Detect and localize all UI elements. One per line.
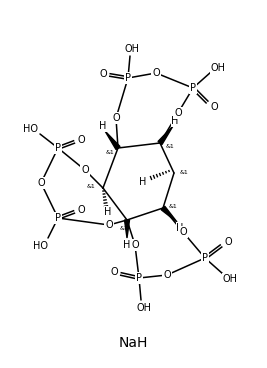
Text: O: O	[152, 68, 160, 78]
Text: OH: OH	[210, 63, 226, 73]
Text: P: P	[136, 273, 142, 283]
Text: O: O	[224, 237, 232, 247]
Text: O: O	[77, 205, 85, 215]
Text: O: O	[179, 227, 187, 237]
Text: H: H	[171, 116, 179, 126]
Text: HO: HO	[23, 124, 38, 134]
Text: P: P	[125, 73, 131, 83]
Text: O: O	[174, 108, 182, 118]
Text: &1: &1	[180, 170, 189, 176]
Polygon shape	[105, 131, 120, 149]
Text: H: H	[139, 177, 147, 187]
Text: OH: OH	[136, 303, 151, 313]
Text: NaH: NaH	[118, 336, 148, 350]
Text: P: P	[190, 83, 196, 93]
Text: O: O	[163, 270, 171, 280]
Text: P: P	[55, 143, 61, 153]
Text: O: O	[110, 267, 118, 277]
Text: &1: &1	[106, 149, 114, 155]
Text: &1: &1	[166, 145, 174, 149]
Text: OH: OH	[222, 274, 238, 284]
Text: &1: &1	[169, 204, 177, 209]
Text: HO: HO	[33, 241, 49, 251]
Polygon shape	[158, 126, 173, 145]
Text: H: H	[123, 240, 131, 250]
Text: P: P	[202, 253, 208, 263]
Polygon shape	[124, 220, 129, 238]
Text: &1: &1	[120, 226, 128, 230]
Text: OH: OH	[124, 44, 139, 54]
Text: O: O	[131, 240, 139, 250]
Text: H: H	[104, 207, 112, 217]
Text: O: O	[105, 220, 113, 230]
Text: &1: &1	[87, 184, 95, 188]
Text: H: H	[99, 121, 107, 131]
Text: H: H	[176, 223, 184, 233]
Text: O: O	[81, 165, 89, 175]
Text: O: O	[210, 102, 218, 112]
Text: O: O	[99, 69, 107, 79]
Text: O: O	[112, 113, 120, 123]
Polygon shape	[161, 206, 177, 222]
Text: P: P	[55, 213, 61, 223]
Text: O: O	[77, 135, 85, 145]
Text: O: O	[37, 178, 45, 188]
